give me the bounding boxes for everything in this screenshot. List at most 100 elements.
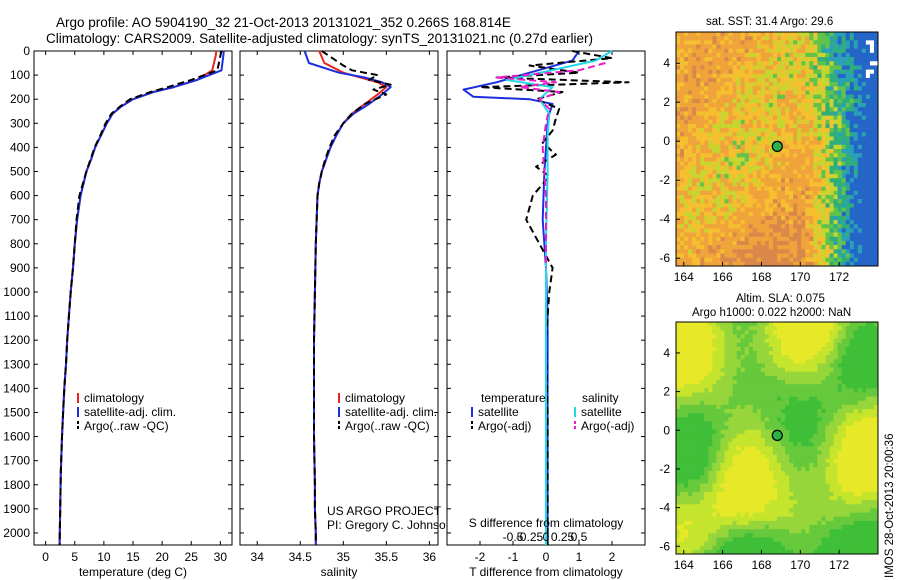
map-cell bbox=[833, 425, 838, 431]
map-cell bbox=[740, 232, 745, 238]
map-cell bbox=[752, 132, 758, 137]
map-cell bbox=[801, 425, 806, 431]
map-cell bbox=[865, 98, 871, 104]
map-cell bbox=[772, 103, 778, 108]
map-cell bbox=[873, 144, 879, 150]
series-line-2 bbox=[313, 50, 392, 545]
map-cell bbox=[797, 128, 802, 133]
map-cell bbox=[845, 330, 851, 335]
map-cell bbox=[696, 32, 701, 37]
map-cell bbox=[740, 249, 745, 254]
map-cell bbox=[744, 36, 750, 41]
map-cell bbox=[865, 249, 871, 254]
map-cell bbox=[813, 165, 818, 171]
map-cell bbox=[692, 149, 697, 154]
map-cell bbox=[736, 44, 741, 50]
map-cell bbox=[696, 98, 701, 104]
map-cell bbox=[793, 224, 798, 229]
map-cell bbox=[853, 322, 859, 327]
map-cell bbox=[873, 257, 879, 263]
map-cell bbox=[752, 384, 758, 389]
map-cell bbox=[704, 157, 709, 162]
map-cell bbox=[849, 355, 855, 360]
map-cell bbox=[684, 186, 689, 192]
map-cell bbox=[869, 98, 875, 104]
map-cell bbox=[853, 245, 859, 250]
map-cell bbox=[837, 119, 842, 125]
map-cell bbox=[793, 182, 798, 187]
map-cell bbox=[700, 40, 705, 45]
map-cell bbox=[857, 123, 863, 129]
map-cell bbox=[728, 174, 733, 179]
map-cell bbox=[845, 199, 851, 204]
map-cell bbox=[700, 475, 705, 480]
map-cell bbox=[684, 330, 689, 335]
map-cell bbox=[688, 220, 693, 225]
map-cell bbox=[829, 380, 834, 385]
map-cell bbox=[829, 249, 834, 254]
map-cell bbox=[821, 359, 826, 364]
map-cell bbox=[680, 421, 685, 426]
map-cell bbox=[708, 342, 713, 348]
map-cell bbox=[861, 224, 867, 229]
map-cell bbox=[676, 257, 681, 263]
map-cell bbox=[696, 174, 701, 179]
map-cell bbox=[857, 153, 863, 158]
map-cell bbox=[853, 413, 859, 418]
map-cell bbox=[841, 467, 846, 472]
map-cell bbox=[849, 169, 855, 175]
map-cell bbox=[712, 128, 717, 133]
map-cell bbox=[700, 409, 705, 414]
map-cell bbox=[728, 40, 733, 45]
map-cell bbox=[781, 245, 786, 250]
map-cell bbox=[692, 57, 697, 62]
map-cell bbox=[841, 165, 846, 171]
map-cell bbox=[833, 52, 838, 58]
map-cell bbox=[829, 413, 834, 418]
map-cell bbox=[692, 194, 697, 200]
map-cell bbox=[716, 479, 721, 484]
map-cell bbox=[837, 413, 842, 418]
map-cell bbox=[748, 413, 754, 418]
map-cell bbox=[857, 178, 863, 183]
map-cell bbox=[829, 367, 834, 373]
map-cell bbox=[833, 36, 838, 41]
map-cell bbox=[801, 153, 806, 158]
map-cell bbox=[728, 182, 733, 187]
map-cell bbox=[869, 161, 875, 167]
map-cell bbox=[845, 392, 851, 397]
map-cell bbox=[801, 61, 806, 66]
map-cell bbox=[817, 207, 822, 212]
map-cell bbox=[853, 338, 859, 344]
map-cell bbox=[845, 82, 851, 87]
map-cell bbox=[853, 450, 859, 455]
map-cell bbox=[764, 190, 770, 196]
map-cell bbox=[793, 253, 798, 258]
map-cell bbox=[740, 111, 745, 116]
map-cell bbox=[873, 140, 879, 146]
map-cell bbox=[857, 174, 863, 179]
map-cell bbox=[845, 417, 851, 422]
map-cell bbox=[752, 111, 758, 116]
map-cell bbox=[688, 190, 693, 196]
map-cell bbox=[865, 119, 871, 125]
map-cell bbox=[728, 169, 733, 175]
map-cell bbox=[712, 103, 717, 108]
map-cell bbox=[676, 375, 681, 381]
map-cell bbox=[692, 355, 697, 360]
map-cell bbox=[744, 123, 750, 129]
map-cell bbox=[845, 384, 851, 389]
map-cell bbox=[676, 128, 681, 133]
map-cell bbox=[821, 57, 826, 62]
map-cell bbox=[833, 82, 838, 87]
map-cell bbox=[777, 351, 782, 356]
map-cell bbox=[752, 69, 758, 75]
map-cell bbox=[785, 249, 790, 254]
map-cell bbox=[680, 140, 685, 146]
map-cell bbox=[841, 136, 846, 141]
map-cell bbox=[797, 334, 802, 339]
map-cell bbox=[849, 48, 855, 54]
map-cell bbox=[720, 404, 725, 410]
map-cell bbox=[781, 261, 786, 267]
map-cell bbox=[676, 94, 681, 100]
